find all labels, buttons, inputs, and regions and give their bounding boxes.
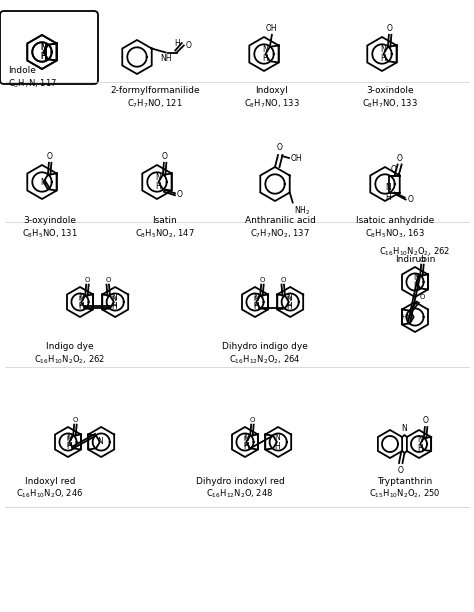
Text: O: O xyxy=(391,165,396,173)
Text: HN: HN xyxy=(401,314,412,320)
Text: N
H: N H xyxy=(155,173,161,192)
Text: H: H xyxy=(174,39,180,48)
Text: O: O xyxy=(420,294,425,300)
Text: Anthranilic acid: Anthranilic acid xyxy=(245,216,315,225)
Text: C$_8$H$_5$NO, 131: C$_8$H$_5$NO, 131 xyxy=(22,227,78,239)
Text: OH: OH xyxy=(266,24,278,33)
Text: O: O xyxy=(186,41,191,50)
Text: O: O xyxy=(423,416,429,425)
Text: NH$_2$: NH$_2$ xyxy=(294,204,310,217)
Text: O: O xyxy=(177,190,183,199)
Text: O: O xyxy=(47,152,53,161)
Text: C$_7$H$_7$NO$_2$, 137: C$_7$H$_7$NO$_2$, 137 xyxy=(250,227,310,239)
Text: N
H: N H xyxy=(286,293,292,312)
Text: O: O xyxy=(249,417,255,423)
Text: C$_8$H$_5$NO$_3$, 163: C$_8$H$_5$NO$_3$, 163 xyxy=(365,227,425,239)
Text: O: O xyxy=(419,256,425,263)
Text: N
H: N H xyxy=(244,436,249,448)
Text: O: O xyxy=(84,277,90,283)
Text: C$_8$H$_5$NO$_2$, 147: C$_8$H$_5$NO$_2$, 147 xyxy=(135,227,195,239)
Text: C$_{16}$H$_{10}$N$_2$O$_2$, 262: C$_{16}$H$_{10}$N$_2$O$_2$, 262 xyxy=(35,353,106,365)
Text: N
H: N H xyxy=(111,296,117,308)
Text: N
H: N H xyxy=(41,43,46,61)
Text: N: N xyxy=(97,438,103,447)
Text: C$_{16}$H$_{10}$N$_2$O, 246: C$_{16}$H$_{10}$N$_2$O, 246 xyxy=(16,488,84,501)
Text: N
H: N H xyxy=(41,43,46,61)
Text: N
H: N H xyxy=(66,433,72,452)
Text: N
H: N H xyxy=(111,293,117,312)
Text: N
H: N H xyxy=(263,45,268,64)
Text: C$_8$H$_7$NO, 133: C$_8$H$_7$NO, 133 xyxy=(362,97,418,110)
Text: C$_{15}$H$_{10}$N$_2$O$_2$, 250: C$_{15}$H$_{10}$N$_2$O$_2$, 250 xyxy=(369,488,441,501)
Text: N
H: N H xyxy=(413,273,419,291)
Text: N
H: N H xyxy=(244,433,249,452)
Text: N: N xyxy=(41,177,46,187)
Text: Tryptanthrin: Tryptanthrin xyxy=(377,477,433,486)
Text: Isatoic anhydride: Isatoic anhydride xyxy=(356,216,434,225)
Text: C$_7$H$_7$NO, 121: C$_7$H$_7$NO, 121 xyxy=(127,97,183,110)
Text: N
H: N H xyxy=(274,433,280,452)
Text: N
H: N H xyxy=(254,296,259,308)
Text: O: O xyxy=(277,143,283,152)
Text: 3-oxindole: 3-oxindole xyxy=(366,86,414,95)
Text: O: O xyxy=(397,154,402,163)
FancyBboxPatch shape xyxy=(0,11,98,84)
Text: N
H: N H xyxy=(386,183,392,202)
Text: O: O xyxy=(259,277,265,283)
Text: 2-formylformanilide: 2-formylformanilide xyxy=(110,86,200,95)
Text: O: O xyxy=(73,417,78,423)
Text: N
H: N H xyxy=(67,436,72,448)
Text: OH: OH xyxy=(291,154,302,163)
Text: N
H: N H xyxy=(79,296,84,308)
Text: C$_8$H$_7$N, 117: C$_8$H$_7$N, 117 xyxy=(8,77,57,89)
Text: NH: NH xyxy=(160,53,172,62)
Text: Indoxyl red: Indoxyl red xyxy=(25,477,75,486)
Text: N
H: N H xyxy=(254,293,259,312)
Text: 3-oxyindole: 3-oxyindole xyxy=(24,216,76,225)
Text: C$_{16}$H$_{10}$N$_2$O$_2$, 262: C$_{16}$H$_{10}$N$_2$O$_2$, 262 xyxy=(379,245,451,258)
Text: O: O xyxy=(387,24,393,33)
Text: C$_8$H$_7$NO, 133: C$_8$H$_7$NO, 133 xyxy=(244,97,300,110)
Text: Dihydro indigo dye: Dihydro indigo dye xyxy=(222,342,308,351)
Text: O: O xyxy=(398,466,403,475)
Text: Dihydro indoxyl red: Dihydro indoxyl red xyxy=(196,477,284,486)
Text: O: O xyxy=(162,152,168,161)
Text: N
H: N H xyxy=(417,435,423,453)
Text: C$_{16}$H$_{12}$N$_2$O, 248: C$_{16}$H$_{12}$N$_2$O, 248 xyxy=(206,488,273,501)
Text: N
H: N H xyxy=(78,293,84,312)
Text: C$_{16}$H$_{12}$N$_2$O$_2$, 264: C$_{16}$H$_{12}$N$_2$O$_2$, 264 xyxy=(229,353,301,365)
Text: Indigo dye: Indigo dye xyxy=(46,342,94,351)
Text: O: O xyxy=(408,195,413,204)
Text: Indoxyl: Indoxyl xyxy=(255,86,288,95)
Text: N: N xyxy=(401,424,407,433)
Text: Indole: Indole xyxy=(8,66,36,75)
Text: O: O xyxy=(105,277,111,283)
Text: O: O xyxy=(280,277,286,283)
Text: N
H: N H xyxy=(286,296,292,308)
Text: Indirubin: Indirubin xyxy=(395,255,435,264)
Text: N
H: N H xyxy=(381,45,386,64)
Text: Isatin: Isatin xyxy=(153,216,177,225)
